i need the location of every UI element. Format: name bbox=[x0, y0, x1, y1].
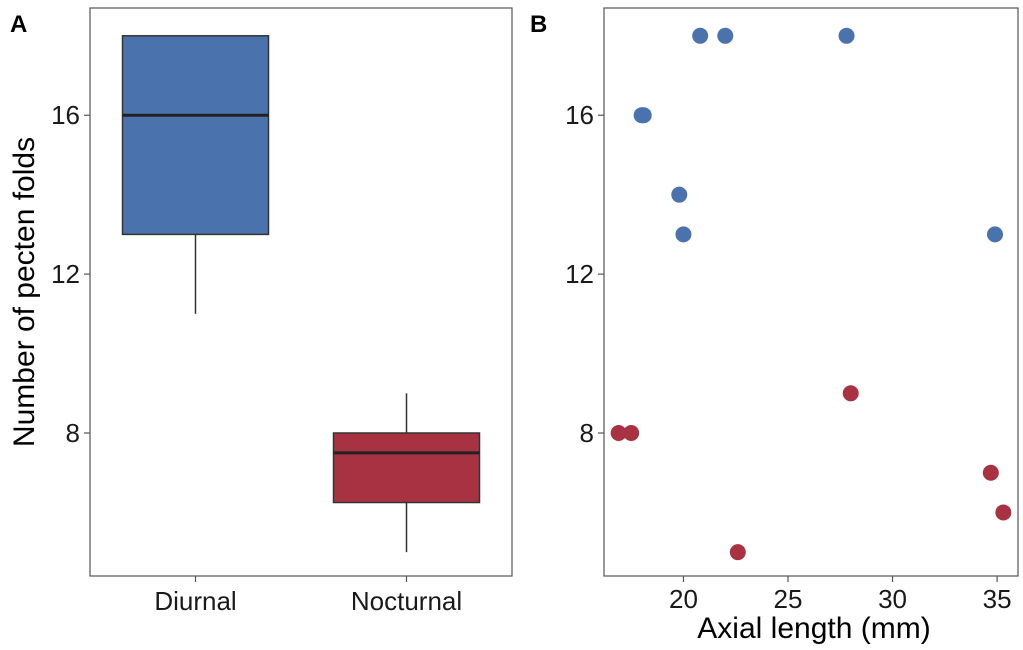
panel-a-x-tick-label: Diurnal bbox=[154, 586, 236, 616]
scatter-point bbox=[635, 107, 652, 124]
panel-b-x-axis-title: Axial length (mm) bbox=[697, 612, 930, 645]
panel-b-x-tick-label: 30 bbox=[878, 584, 907, 614]
scatter-point bbox=[623, 425, 640, 442]
panel-a-boxes bbox=[121, 35, 481, 553]
box-nocturnal bbox=[332, 393, 481, 553]
box-diurnal bbox=[121, 35, 270, 314]
panel-a-y-axis-title: Number of pecten folds bbox=[8, 137, 41, 447]
scatter-point bbox=[610, 425, 627, 442]
scatter-point bbox=[995, 504, 1012, 521]
scatter-point bbox=[717, 27, 734, 44]
panel-b-x-axis: 20 25 30 35 bbox=[669, 576, 1012, 614]
panel-a-label: A bbox=[10, 11, 27, 38]
scatter-point bbox=[838, 27, 855, 44]
panel-a-x-tick-label: Nocturnal bbox=[351, 586, 462, 616]
panel-b-plot-area bbox=[603, 7, 1019, 577]
box-iqr bbox=[332, 432, 481, 504]
panel-b-x-tick-label: 25 bbox=[774, 584, 803, 614]
panel-a-plot-area bbox=[89, 7, 513, 577]
scatter-point bbox=[671, 186, 688, 203]
panel-a-y-axis: 8 12 16 bbox=[51, 100, 90, 448]
panel-b-label: B bbox=[530, 11, 547, 38]
scatter-point bbox=[987, 226, 1003, 243]
panel-b-y-tick-label: 12 bbox=[565, 259, 594, 289]
scatter-point bbox=[729, 544, 746, 561]
panel-b-x-tick-label: 20 bbox=[669, 584, 698, 614]
scatter-point bbox=[692, 27, 709, 44]
panel-b-y-tick-label: 16 bbox=[565, 100, 594, 130]
box-iqr bbox=[121, 35, 270, 236]
panel-a-y-tick-label: 12 bbox=[51, 259, 80, 289]
scatter-point bbox=[982, 464, 999, 481]
panel-b-y-tick-label: 8 bbox=[580, 418, 594, 448]
panel-b-x-tick-label: 35 bbox=[983, 584, 1012, 614]
panel-b-y-axis: 8 12 16 bbox=[565, 100, 604, 448]
panel-a-y-tick-label: 8 bbox=[66, 418, 80, 448]
scatter-point bbox=[842, 385, 859, 402]
panel-a-x-axis: Diurnal Nocturnal bbox=[154, 576, 462, 616]
panel-b: B 8 12 16 20 25 30 35 Axial length (mm) bbox=[530, 7, 1019, 645]
scatter-point bbox=[675, 226, 692, 243]
panel-a: A 8 12 16 Diurnal Nocturnal Number of pecte… bbox=[8, 7, 513, 616]
panel-a-y-tick-label: 16 bbox=[51, 100, 80, 130]
panel-b-points bbox=[610, 27, 1012, 561]
